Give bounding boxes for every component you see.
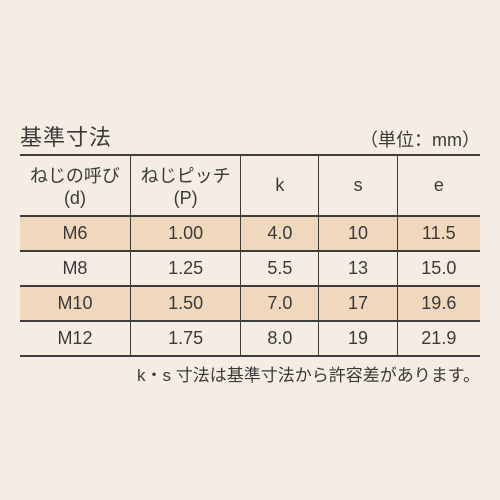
cell: 1.00 bbox=[130, 216, 240, 251]
col-header: s bbox=[319, 155, 397, 216]
table-row: M12 1.75 8.0 19 21.9 bbox=[20, 321, 480, 356]
table-footnote: k・s 寸法は基準寸法から許容差があります。 bbox=[20, 361, 480, 386]
table-row: M6 1.00 4.0 10 11.5 bbox=[20, 216, 480, 251]
dimension-spec-block: 基準寸法 （単位：mm） ねじの呼び(d) ねじピッチ(P) k s e M6 … bbox=[20, 120, 480, 386]
cell: M12 bbox=[20, 321, 130, 356]
cell: 13 bbox=[319, 251, 397, 286]
cell: M6 bbox=[20, 216, 130, 251]
unit-label: （単位：mm） bbox=[360, 126, 480, 152]
cell: 10 bbox=[319, 216, 397, 251]
cell: 21.9 bbox=[397, 321, 480, 356]
cell: M10 bbox=[20, 286, 130, 321]
cell: 1.75 bbox=[130, 321, 240, 356]
col-header: ねじの呼び(d) bbox=[20, 155, 130, 216]
col-header: k bbox=[241, 155, 319, 216]
cell: 19 bbox=[319, 321, 397, 356]
table-row: M10 1.50 7.0 17 19.6 bbox=[20, 286, 480, 321]
cell: 17 bbox=[319, 286, 397, 321]
cell: 1.50 bbox=[130, 286, 240, 321]
cell: 15.0 bbox=[397, 251, 480, 286]
cell: 7.0 bbox=[241, 286, 319, 321]
table-header-row: ねじの呼び(d) ねじピッチ(P) k s e bbox=[20, 155, 480, 216]
cell: 19.6 bbox=[397, 286, 480, 321]
table-row: M8 1.25 5.5 13 15.0 bbox=[20, 251, 480, 286]
table-title: 基準寸法 bbox=[20, 120, 112, 152]
cell: 4.0 bbox=[241, 216, 319, 251]
col-header: ねじピッチ(P) bbox=[130, 155, 240, 216]
cell: M8 bbox=[20, 251, 130, 286]
cell: 1.25 bbox=[130, 251, 240, 286]
title-row: 基準寸法 （単位：mm） bbox=[20, 120, 480, 152]
cell: 11.5 bbox=[397, 216, 480, 251]
cell: 8.0 bbox=[241, 321, 319, 356]
col-header: e bbox=[397, 155, 480, 216]
cell: 5.5 bbox=[241, 251, 319, 286]
dimension-table: ねじの呼び(d) ねじピッチ(P) k s e M6 1.00 4.0 10 1… bbox=[20, 154, 480, 357]
